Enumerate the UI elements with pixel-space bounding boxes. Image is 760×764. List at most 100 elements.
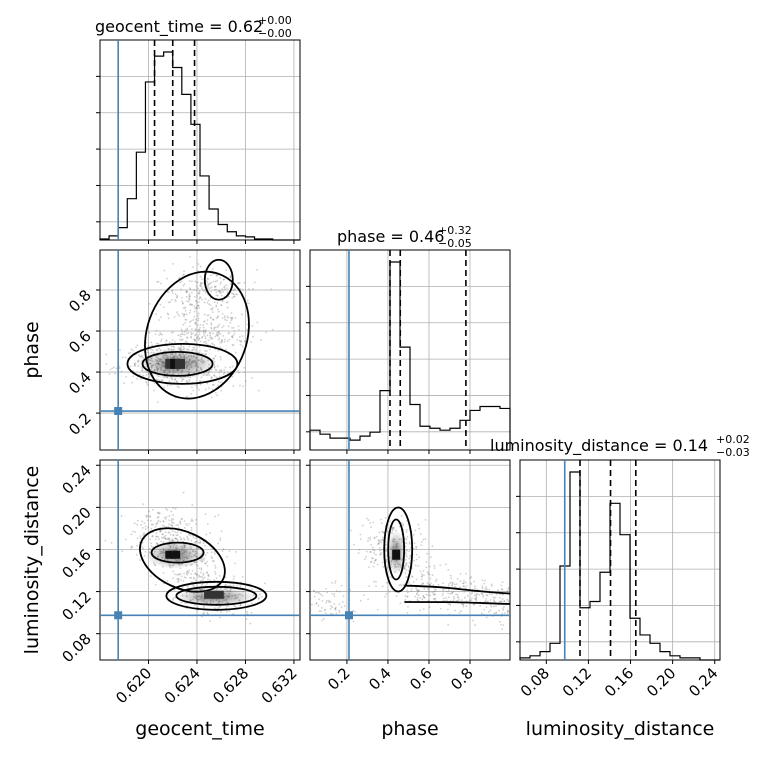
x-tick-label: 0.632 [258, 664, 301, 707]
sample-point [154, 583, 157, 586]
sample-point [207, 578, 209, 581]
sample-point [198, 574, 200, 577]
sample-point [194, 328, 197, 331]
sample-point [190, 333, 193, 336]
sample-point [442, 599, 445, 602]
sample-point [145, 516, 148, 518]
sample-point [226, 300, 229, 303]
sample-point [206, 551, 209, 554]
sample-point [195, 285, 198, 288]
sample-point [210, 290, 213, 293]
sample-point [392, 527, 394, 530]
sample-point [202, 330, 205, 333]
sample-point [120, 370, 123, 373]
sample-point [211, 308, 213, 311]
sample-point [442, 592, 444, 595]
sample-point [334, 606, 337, 609]
sample-point [485, 586, 487, 588]
sample-point [148, 302, 151, 305]
sample-point [441, 594, 444, 597]
sample-point [186, 327, 189, 330]
sample-point [139, 537, 142, 540]
sample-point [215, 577, 218, 579]
sample-point [398, 584, 401, 587]
sample-point [179, 536, 181, 538]
sample-point [400, 515, 403, 517]
sample-point [256, 268, 259, 271]
sample-point [478, 593, 481, 596]
sample-point [447, 603, 450, 605]
sample-point [408, 566, 410, 569]
sample-point [220, 530, 223, 533]
sample-point [225, 301, 228, 304]
sample-point [220, 294, 223, 297]
sample-point [470, 576, 473, 578]
sample-point [197, 312, 200, 315]
sample-point [190, 337, 192, 339]
sample-point [185, 290, 188, 293]
sample-point [391, 529, 394, 532]
sample-point [392, 528, 394, 531]
sample-point [433, 590, 435, 593]
sample-point [434, 593, 437, 596]
sample-point [199, 296, 202, 299]
sample-point [211, 337, 214, 340]
sample-point [194, 333, 197, 336]
sample-point [159, 282, 162, 285]
sample-point [190, 392, 193, 395]
sample-point [428, 588, 430, 591]
sample-point [501, 598, 504, 600]
sample-point [167, 537, 170, 539]
sample-point [462, 582, 465, 585]
sample-point [186, 336, 188, 339]
sample-point [384, 543, 387, 546]
sample-point [408, 550, 411, 553]
sample-point [413, 542, 416, 545]
sample-point [159, 340, 162, 343]
sample-point [377, 539, 380, 542]
sample-point [250, 611, 253, 614]
sample-point [172, 533, 175, 536]
sample-point [197, 335, 200, 337]
sample-point [198, 330, 200, 333]
sample-point [213, 551, 216, 553]
sample-point [382, 536, 384, 539]
sample-point [159, 529, 162, 532]
sample-point [404, 599, 407, 601]
sample-point [188, 311, 191, 314]
sample-point [340, 584, 343, 587]
sample-point [188, 380, 191, 383]
sample-point [180, 538, 183, 541]
sample-point [453, 595, 455, 598]
sample-point [144, 528, 147, 531]
sample-point [161, 533, 164, 536]
sample-point [201, 298, 203, 301]
sample-point [234, 562, 236, 565]
sample-point [430, 582, 432, 585]
sample-point [210, 327, 213, 330]
sample-point [133, 522, 136, 525]
sample-point [190, 539, 193, 542]
sample-point [170, 510, 173, 513]
sample-point [216, 326, 219, 329]
sample-point [158, 379, 161, 382]
sample-point [148, 376, 150, 379]
sample-point [208, 374, 211, 377]
sample-point [230, 335, 233, 338]
contour-line [203, 258, 234, 301]
sample-point [163, 535, 166, 538]
sample-point [183, 283, 186, 286]
sample-point [217, 331, 220, 334]
sample-point [407, 581, 410, 584]
sample-point [206, 322, 208, 325]
sample-point [194, 280, 197, 283]
sample-point [206, 582, 208, 585]
sample-point [368, 566, 370, 569]
sample-point [196, 383, 199, 386]
sample-point [198, 345, 201, 348]
sample-point [433, 593, 435, 596]
sample-point [232, 385, 235, 388]
density-bin [175, 358, 185, 369]
sample-point [141, 520, 144, 523]
sample-point [199, 284, 202, 287]
